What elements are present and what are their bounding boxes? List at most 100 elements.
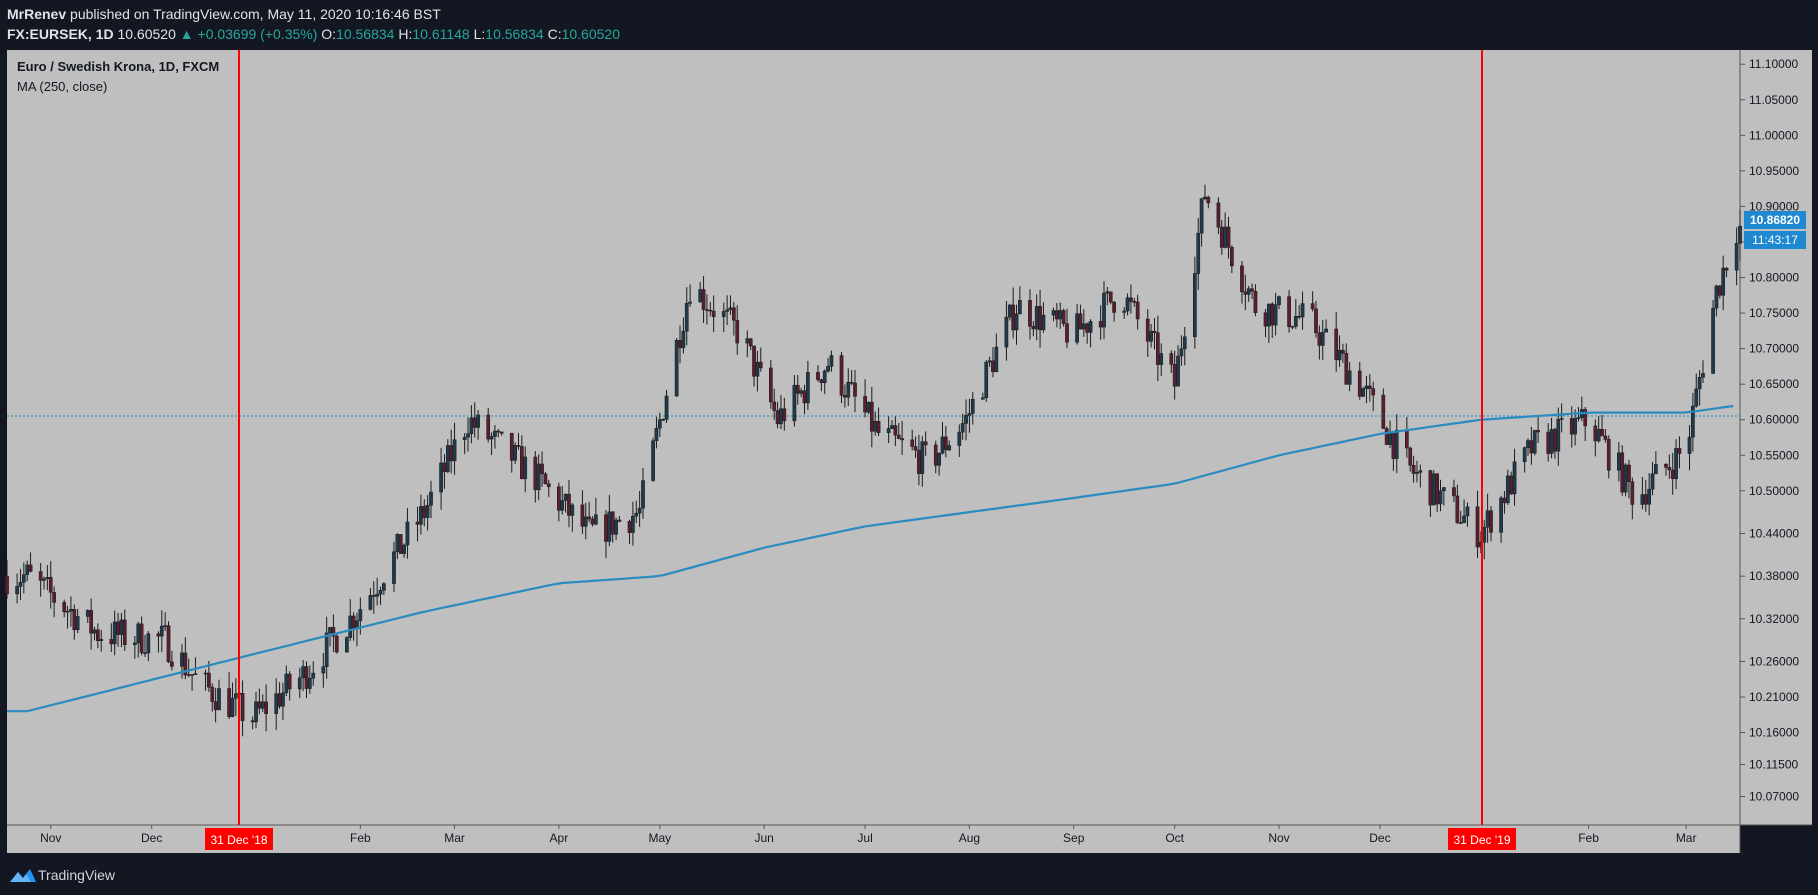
candle-body — [940, 436, 945, 454]
candle-body — [1098, 321, 1103, 328]
price-chart[interactable]: 11.10000 11.05000 11.00000 10.95000 10.90000… — [0, 48, 1818, 857]
candle-body — [910, 439, 915, 447]
candle-body — [1230, 247, 1234, 267]
candle-body — [923, 441, 928, 446]
price-axis[interactable] — [1740, 50, 1812, 825]
candle-body — [1129, 297, 1133, 302]
candle-body — [711, 310, 716, 317]
candle-body — [1199, 198, 1204, 234]
candle-body — [1085, 323, 1090, 333]
candle-body — [900, 438, 904, 441]
candle-body — [853, 382, 857, 397]
candle-body — [425, 504, 430, 518]
candle-body — [557, 486, 561, 511]
candle-body — [1526, 440, 1530, 448]
candle-body — [186, 674, 191, 676]
candle-body — [227, 688, 231, 717]
price-tick-label: 10.90000 — [1749, 199, 1799, 213]
date-marker-2019-label: 31 Dec '19 — [1454, 833, 1511, 847]
candle-body — [1250, 288, 1254, 292]
candle-body — [1569, 418, 1574, 435]
candle-body — [1428, 470, 1433, 506]
candle-body — [1381, 394, 1386, 429]
symbol-label[interactable]: FX:EURSEK, 1D — [7, 26, 114, 42]
candle-body — [136, 623, 141, 644]
candle-body — [587, 516, 592, 520]
price-tick-label: 10.11500 — [1749, 758, 1798, 772]
candle-body — [1206, 196, 1211, 204]
candle-body — [967, 413, 972, 416]
candle-body — [1270, 303, 1275, 326]
candle-body — [72, 609, 77, 631]
candle-body — [1620, 452, 1625, 493]
candle-body — [1216, 202, 1221, 228]
candle-body — [493, 430, 497, 437]
candle-body — [533, 456, 538, 491]
top-info-bar: MrRenev published on TradingView.com, Ma… — [0, 0, 1818, 48]
candle-body — [392, 551, 396, 584]
candle-body — [210, 686, 215, 702]
candle-body — [748, 338, 753, 347]
price-tick-label: 10.70000 — [1749, 342, 1799, 356]
time-tick-label: Oct — [1165, 831, 1184, 845]
candle-body — [109, 639, 114, 645]
indicator-legend[interactable]: MA (250, close) — [17, 79, 107, 94]
moving-average-line[interactable] — [7, 404, 1734, 713]
candle-body — [1556, 419, 1561, 452]
candle-body — [321, 666, 326, 674]
candle-body — [964, 415, 968, 424]
candle-body — [752, 345, 756, 377]
candle-body — [1341, 349, 1345, 354]
author-name[interactable]: MrRenev — [7, 6, 67, 22]
candle-body — [38, 571, 43, 581]
candle-body — [48, 577, 53, 593]
candle-body — [159, 625, 164, 637]
candle-body — [782, 408, 787, 422]
candle-body — [1717, 285, 1722, 296]
candle-body — [499, 431, 504, 434]
candle-body — [1664, 463, 1668, 468]
candle-body — [297, 677, 302, 690]
candle-body — [371, 595, 376, 597]
candle-body — [1263, 312, 1268, 327]
tradingview-logo-icon[interactable] — [8, 866, 38, 886]
chart-legend-title[interactable]: Euro / Swedish Krona, 1D, FXCM — [17, 59, 219, 74]
candle-body — [981, 397, 985, 400]
candle-body — [1267, 303, 1271, 327]
candle-body — [462, 436, 467, 440]
candle-body — [802, 390, 807, 404]
candle-body — [1007, 304, 1012, 318]
candle-body — [1058, 310, 1063, 320]
countdown-badge — [1744, 231, 1806, 249]
candle-body — [28, 564, 33, 572]
candle-body — [1512, 461, 1517, 495]
candle-body — [826, 366, 830, 372]
candle-body — [816, 372, 820, 380]
candle-body — [1643, 494, 1648, 505]
candle-body — [1314, 308, 1318, 334]
price-tick-label: 10.44000 — [1749, 526, 1799, 540]
candle-body — [1273, 304, 1278, 326]
candle-body — [937, 452, 941, 466]
candle-body — [594, 514, 598, 525]
candle-body — [1455, 495, 1460, 523]
candle-body — [627, 521, 632, 533]
candle-body — [1031, 326, 1036, 330]
candle-body — [1125, 297, 1130, 312]
plot-area[interactable] — [7, 50, 1740, 825]
candle-body — [799, 390, 804, 394]
candle-body — [991, 360, 995, 373]
candle-body — [287, 673, 292, 690]
candle-body — [1287, 296, 1291, 327]
footer-bar: TradingView — [0, 857, 1818, 895]
candle-body — [1018, 299, 1022, 315]
candle-body — [617, 519, 622, 522]
candle-body — [348, 615, 353, 638]
candle-body — [661, 419, 666, 421]
candle-body — [1078, 313, 1083, 330]
candle-body — [230, 698, 235, 717]
candle-body — [139, 623, 144, 653]
candle-body — [476, 414, 480, 428]
tradingview-brand[interactable]: TradingView — [38, 867, 116, 883]
candle-body — [641, 480, 645, 509]
